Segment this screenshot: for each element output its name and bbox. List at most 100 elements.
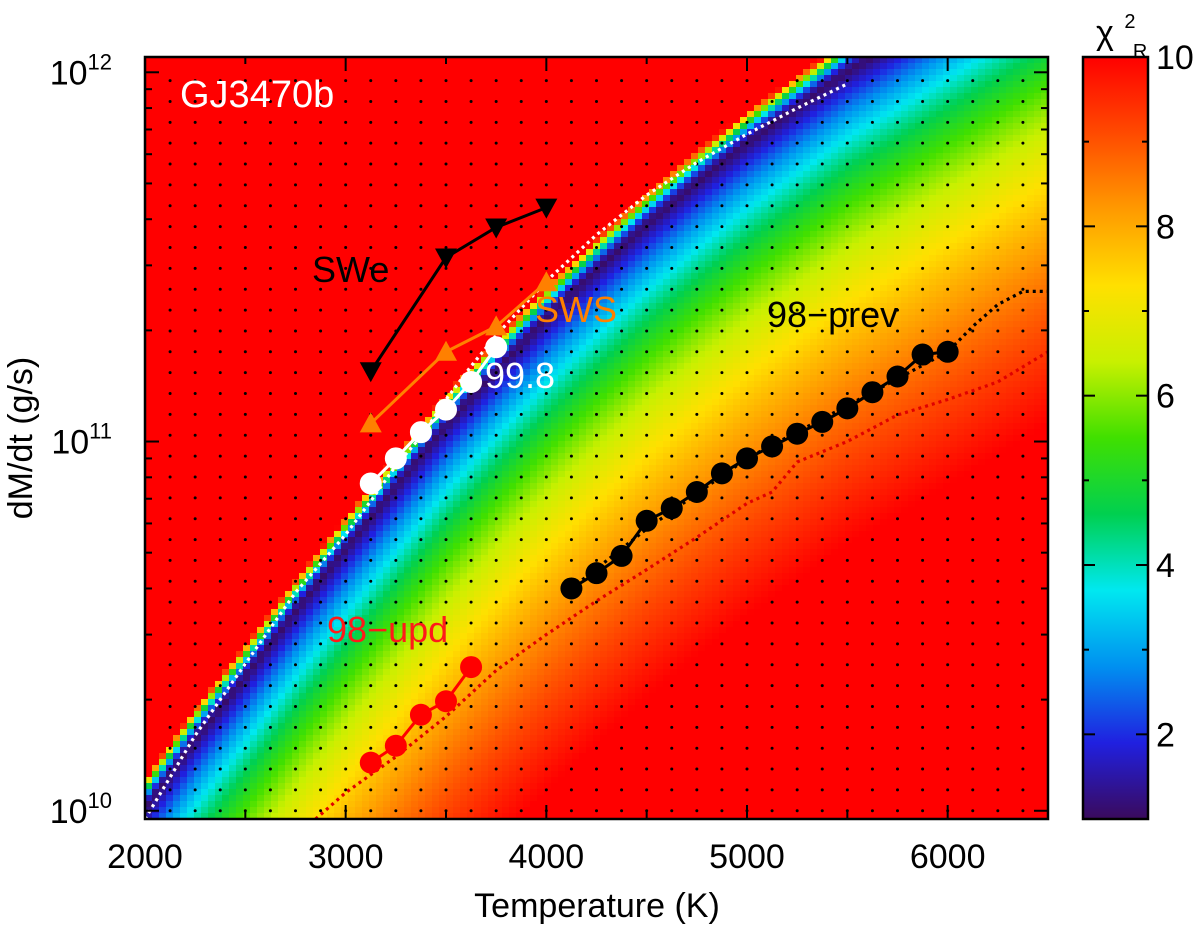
heatmap-cell xyxy=(250,99,258,106)
heatmap-cell xyxy=(432,69,440,76)
heatmap-cell xyxy=(873,231,881,238)
heatmap-cell xyxy=(467,267,475,274)
heatmap-cell xyxy=(754,201,762,208)
heatmap-cell xyxy=(754,99,762,106)
heatmap-cell xyxy=(810,183,818,190)
heatmap-cell xyxy=(628,219,636,226)
heatmap-cell xyxy=(194,267,202,274)
heatmap-cell xyxy=(502,99,510,106)
heatmap-cell xyxy=(796,117,804,124)
heatmap-cell xyxy=(845,249,853,256)
heatmap-cell xyxy=(922,63,930,70)
heatmap-cell xyxy=(796,159,804,166)
heatmap-cell xyxy=(1041,267,1048,274)
heatmap-cell xyxy=(369,213,377,220)
heatmap-cell xyxy=(628,213,636,220)
heatmap-cell xyxy=(1020,219,1028,226)
heatmap-cell xyxy=(208,249,216,256)
heatmap-cell xyxy=(530,261,538,268)
heatmap-cell xyxy=(817,135,825,142)
heatmap-cell xyxy=(908,219,916,226)
heatmap-cell xyxy=(537,87,545,94)
heatmap-cell xyxy=(516,213,524,220)
heatmap-cell xyxy=(971,147,979,154)
heatmap-cell xyxy=(278,105,286,112)
heatmap-cell xyxy=(747,63,755,70)
heatmap-cell xyxy=(796,219,804,226)
heatmap-cell xyxy=(222,69,230,76)
heatmap-cell xyxy=(607,183,615,190)
heatmap-cell xyxy=(824,135,832,142)
heatmap-cell xyxy=(481,153,489,160)
heatmap-cell xyxy=(565,165,573,172)
heatmap-cell xyxy=(467,255,475,262)
heatmap-cell xyxy=(502,249,510,256)
heatmap-cell xyxy=(999,63,1007,70)
heatmap-cell xyxy=(614,81,622,88)
heatmap-cell xyxy=(873,159,881,166)
heatmap-cell xyxy=(530,57,538,64)
heatmap-cell xyxy=(285,57,293,64)
heatmap-cell xyxy=(579,81,587,88)
heatmap-cell xyxy=(901,81,909,88)
heatmap-cell xyxy=(145,273,153,280)
heatmap-cell xyxy=(950,243,958,250)
heatmap-cell xyxy=(943,87,951,94)
heatmap-cell xyxy=(285,225,293,232)
heatmap-cell xyxy=(201,159,209,166)
heatmap-cell xyxy=(215,69,223,76)
heatmap-cell xyxy=(922,57,930,64)
heatmap-cell xyxy=(208,177,216,184)
heatmap-cell xyxy=(684,93,692,100)
heatmap-cell xyxy=(908,81,916,88)
heatmap-cell xyxy=(614,153,622,160)
heatmap-cell xyxy=(789,183,797,190)
heatmap-cell xyxy=(348,285,356,292)
heatmap-cell xyxy=(712,153,720,160)
heatmap-cell xyxy=(432,249,440,256)
heatmap-cell xyxy=(635,57,643,64)
heatmap-cell xyxy=(208,93,216,100)
heatmap-cell xyxy=(887,141,895,148)
heatmap-cell xyxy=(1013,237,1021,244)
heatmap-cell xyxy=(628,141,636,148)
heatmap-cell xyxy=(719,189,727,196)
heatmap-cell xyxy=(145,207,153,214)
heatmap-cell xyxy=(250,249,258,256)
heatmap-cell xyxy=(838,69,846,76)
heatmap-cell xyxy=(768,177,776,184)
heatmap-cell xyxy=(663,207,671,214)
heatmap-cell xyxy=(369,219,377,226)
heatmap-cell xyxy=(894,117,902,124)
heatmap-cell xyxy=(775,63,783,70)
heatmap-cell xyxy=(544,231,552,238)
heatmap-cell xyxy=(789,93,797,100)
heatmap-cell xyxy=(474,81,482,88)
heatmap-cell xyxy=(726,129,734,136)
heatmap-cell xyxy=(243,255,251,262)
heatmap-cell xyxy=(544,141,552,148)
heatmap-cell xyxy=(1034,153,1042,160)
heatmap-cell xyxy=(978,117,986,124)
heatmap-cell xyxy=(397,99,405,106)
heatmap-cell xyxy=(173,99,181,106)
heatmap-cell xyxy=(390,261,398,268)
heatmap-cell xyxy=(334,201,342,208)
heatmap-cell xyxy=(334,165,342,172)
heatmap-cell xyxy=(404,171,412,178)
heatmap-cell xyxy=(453,201,461,208)
heatmap-cell xyxy=(208,105,216,112)
heatmap-cell xyxy=(180,135,188,142)
heatmap-cell xyxy=(292,237,300,244)
heatmap-cell xyxy=(425,237,433,244)
heatmap-cell xyxy=(656,261,664,268)
heatmap-cell xyxy=(355,189,363,196)
heatmap-cell xyxy=(915,75,923,82)
heatmap-cell xyxy=(1020,267,1028,274)
heatmap-cell xyxy=(684,123,692,130)
heatmap-cell xyxy=(166,171,174,178)
heatmap-cell xyxy=(593,219,601,226)
heatmap-cell xyxy=(761,225,769,232)
heatmap-cell xyxy=(775,75,783,82)
heatmap-cell xyxy=(663,69,671,76)
